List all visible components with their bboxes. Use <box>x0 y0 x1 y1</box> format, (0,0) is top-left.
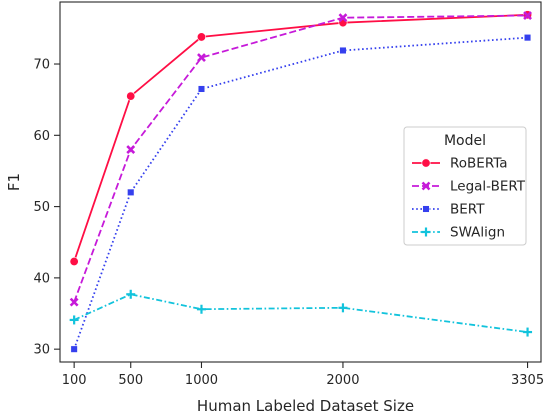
data-point-swalign <box>338 303 348 313</box>
data-point-roberta <box>69 256 79 266</box>
legend-item-swalign: SWAlign <box>412 225 505 241</box>
data-point-bert <box>524 34 532 42</box>
data-point-bert <box>339 46 347 55</box>
data-point-roberta <box>196 32 206 42</box>
data-point-swalign <box>196 304 206 314</box>
x-tick-label: 100 <box>62 373 87 388</box>
series-swalign <box>69 289 533 337</box>
legend-box <box>403 126 527 246</box>
x-tick-label: 1000 <box>185 373 218 388</box>
data-point-swalign <box>126 289 136 299</box>
legend-marker <box>421 227 431 237</box>
series-layer <box>69 10 533 353</box>
y-tick-label: 50 <box>33 200 50 215</box>
data-point-swalign <box>523 327 533 337</box>
series-legal-bert <box>69 11 532 307</box>
plot-border <box>59 1 542 363</box>
data-point-legal-bert <box>69 297 79 307</box>
data-point-legal-bert <box>126 145 136 154</box>
legend-marker <box>421 158 431 168</box>
legend-item-roberta: RoBERTa <box>412 156 508 172</box>
y-tick-label: 40 <box>33 271 50 286</box>
legend-item-bert: BERT <box>412 202 485 218</box>
legend-label: Legal-BERT <box>450 179 526 195</box>
x-axis-title: Human Labeled Dataset Size <box>197 397 414 415</box>
x-tick-label: 3305 <box>511 373 544 388</box>
data-point-bert <box>70 345 78 353</box>
data-point-legal-bert <box>197 53 206 63</box>
legend-label: SWAlign <box>450 225 505 241</box>
x-tick-label: 500 <box>118 373 143 388</box>
legend-label: BERT <box>450 202 485 218</box>
legend-marker <box>422 205 430 213</box>
legend-label: RoBERTa <box>450 156 508 172</box>
data-point-swalign <box>69 315 79 325</box>
y-tick-label: 30 <box>33 343 50 358</box>
x-tick-label: 2000 <box>326 373 359 388</box>
y-axis: 30 40 50 60 70 <box>33 58 60 358</box>
data-point-roberta <box>126 91 136 101</box>
x-axis: 100 500 1000 2000 3305 <box>62 362 544 388</box>
legend-title: Model <box>444 133 486 149</box>
y-axis-title: F1 <box>5 173 23 191</box>
legend-marker <box>421 181 431 191</box>
series-line-bert <box>73 36 528 350</box>
data-point-legal-bert <box>523 11 532 20</box>
data-point-bert <box>197 85 206 93</box>
y-tick-label: 70 <box>33 58 50 73</box>
series-bert <box>70 34 532 353</box>
y-tick-label: 60 <box>33 129 50 144</box>
data-point-legal-bert <box>338 13 348 23</box>
series-line-swalign <box>73 293 528 333</box>
legend: Model RoBERTa Legal-BERT BERT SWAlign <box>403 126 527 246</box>
plot-frame <box>59 1 542 363</box>
data-point-bert <box>127 188 135 196</box>
legend-item-legal-bert: Legal-BERT <box>412 179 526 195</box>
